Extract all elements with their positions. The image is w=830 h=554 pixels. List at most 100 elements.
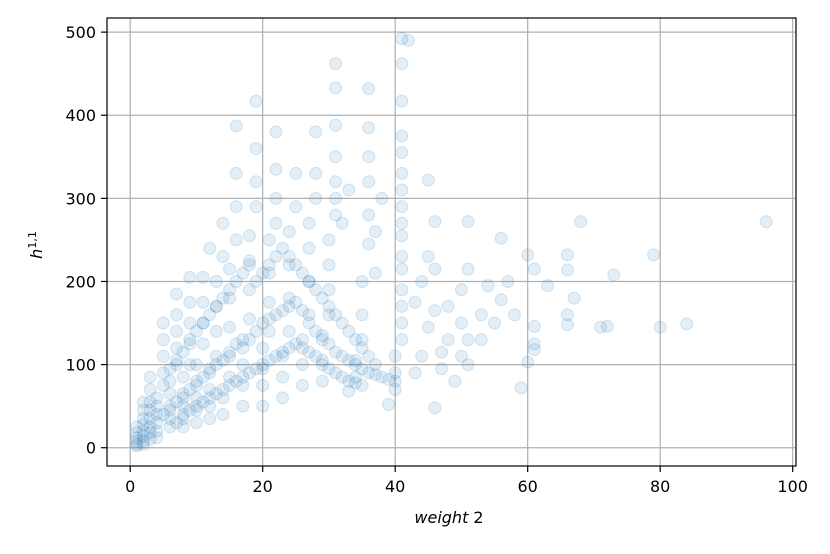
data-point-196 — [163, 412, 177, 426]
data-point-177 — [189, 416, 203, 430]
data-point-99 — [322, 283, 336, 297]
data-point-191 — [170, 341, 184, 355]
data-point-50 — [408, 295, 422, 309]
data-point-266 — [388, 374, 402, 388]
data-point-156 — [216, 391, 230, 405]
data-point-317 — [302, 274, 316, 288]
data-point-133 — [256, 378, 270, 392]
data-point-152 — [223, 291, 237, 305]
x-tick-label-0: 0 — [125, 477, 135, 496]
data-point-14 — [527, 262, 541, 276]
data-point-31 — [461, 333, 475, 347]
data-point-298 — [176, 345, 190, 359]
data-point-223 — [136, 434, 150, 448]
data-point-230 — [130, 439, 144, 453]
data-point-260 — [348, 358, 362, 372]
data-point-106 — [309, 191, 323, 205]
data-point-79 — [362, 175, 376, 189]
data-point-7 — [574, 215, 588, 229]
data-point-276 — [229, 374, 243, 388]
data-point-255 — [315, 329, 329, 343]
data-point-314 — [282, 250, 296, 264]
data-point-195 — [163, 399, 177, 413]
data-point-188 — [170, 287, 184, 301]
data-point-102 — [315, 353, 329, 367]
data-point-61 — [395, 216, 409, 230]
data-point-307 — [236, 266, 250, 280]
data-point-268 — [176, 407, 190, 421]
data-point-256 — [322, 337, 336, 351]
data-point-16 — [527, 343, 541, 357]
data-point-146 — [236, 399, 250, 413]
data-point-295 — [355, 378, 369, 392]
data-point-53 — [395, 32, 409, 46]
data-point-320 — [322, 299, 336, 313]
data-point-75 — [368, 266, 382, 280]
data-point-249 — [276, 304, 290, 318]
data-point-114 — [289, 166, 303, 180]
data-point-124 — [269, 162, 283, 176]
data-point-315 — [289, 258, 303, 272]
data-point-171 — [196, 316, 210, 330]
data-point-327 — [368, 358, 382, 372]
data-point-132 — [256, 362, 270, 376]
data-point-183 — [176, 370, 190, 384]
data-point-289 — [315, 358, 329, 372]
data-point-281 — [262, 353, 276, 367]
data-point-36 — [448, 374, 462, 388]
data-point-138 — [249, 200, 263, 214]
data-point-100 — [322, 308, 336, 322]
data-point-231 — [156, 407, 170, 421]
data-point-224 — [136, 437, 150, 451]
data-point-190 — [170, 324, 184, 338]
data-point-205 — [150, 407, 164, 421]
data-point-202 — [156, 378, 170, 392]
data-point-143 — [236, 333, 250, 347]
data-point-197 — [163, 420, 177, 434]
data-point-84 — [355, 333, 369, 347]
data-point-62 — [395, 229, 409, 243]
data-point-228 — [130, 434, 144, 448]
data-point-186 — [176, 412, 190, 426]
data-point-20 — [514, 381, 528, 395]
data-point-215 — [143, 426, 157, 440]
data-point-119 — [282, 324, 296, 338]
data-point-82 — [355, 274, 369, 288]
data-point-194 — [163, 387, 177, 401]
data-point-200 — [156, 349, 170, 363]
data-point-263 — [368, 368, 382, 382]
data-point-19 — [521, 355, 535, 369]
y-tick-label-400: 400 — [65, 106, 96, 125]
data-point-127 — [262, 233, 276, 247]
data-point-150 — [229, 233, 243, 247]
data-point-159 — [216, 250, 230, 264]
data-point-285 — [289, 337, 303, 351]
data-point-68 — [395, 333, 409, 347]
data-point-209 — [143, 370, 157, 384]
data-point-254 — [309, 324, 323, 338]
data-point-10 — [560, 263, 574, 277]
data-point-280 — [256, 358, 270, 372]
data-point-174 — [189, 374, 203, 388]
data-point-123 — [269, 125, 283, 139]
data-point-54 — [395, 57, 409, 71]
data-point-17 — [527, 337, 541, 351]
data-point-326 — [362, 349, 376, 363]
data-point-216 — [143, 432, 157, 446]
data-point-70 — [388, 366, 402, 380]
data-point-234 — [176, 391, 190, 405]
data-point-160 — [209, 274, 223, 288]
data-point-312 — [269, 250, 283, 264]
data-point-313 — [276, 241, 290, 255]
data-point-172 — [196, 337, 210, 351]
data-point-33 — [454, 283, 468, 297]
data-point-30 — [461, 262, 475, 276]
y-tick-label-200: 200 — [65, 272, 96, 291]
y-tick-label-300: 300 — [65, 189, 96, 208]
data-point-240 — [216, 353, 230, 367]
data-point-274 — [216, 383, 230, 397]
data-point-90 — [329, 57, 343, 71]
data-point-98 — [322, 258, 336, 272]
y-tick-label-0: 0 — [86, 439, 96, 458]
data-point-24 — [494, 293, 508, 307]
